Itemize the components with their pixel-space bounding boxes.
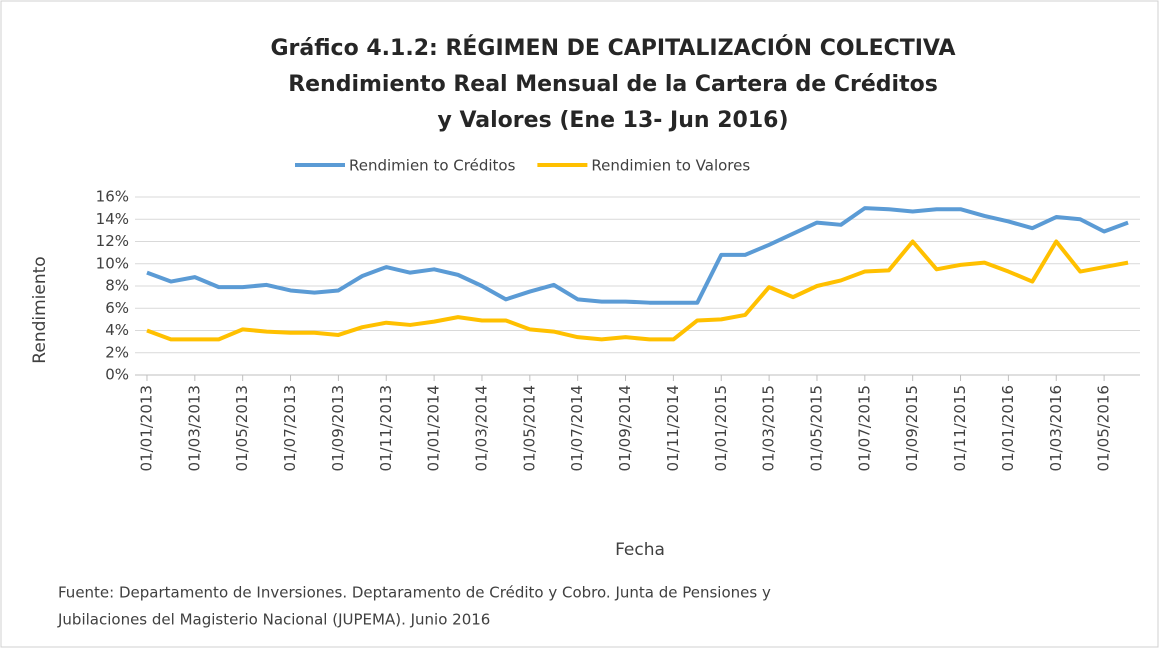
x-tick-label: 01/01/2016 bbox=[999, 385, 1017, 471]
x-tick-label: 01/01/2013 bbox=[137, 385, 155, 471]
x-tick-label: 01/01/2014 bbox=[425, 385, 443, 471]
y-axis-title: Rendimiento bbox=[30, 256, 50, 363]
x-tick-label: 01/03/2015 bbox=[760, 385, 778, 471]
chart-title: y Valores (Ene 13- Jun 2016) bbox=[437, 108, 788, 133]
x-tick-label: 01/01/2015 bbox=[712, 385, 730, 471]
data-line bbox=[146, 206, 1129, 305]
x-tick-label: 01/03/2013 bbox=[185, 385, 203, 471]
y-tick-label: 0% bbox=[105, 366, 129, 384]
x-tick-label: 01/11/2013 bbox=[377, 385, 395, 471]
x-tick-label: 01/11/2015 bbox=[951, 385, 969, 471]
y-tick-label: 8% bbox=[105, 277, 129, 295]
chart-title: Rendimiento Real Mensual de la Cartera d… bbox=[288, 72, 938, 97]
y-tick-label: 14% bbox=[96, 210, 129, 228]
x-tick-label: 01/05/2013 bbox=[233, 385, 251, 471]
legend-label: Rendimien to Valores bbox=[591, 157, 750, 175]
y-tick-label: 2% bbox=[105, 343, 129, 361]
source-note: Fuente: Departamento de Inversiones. Dep… bbox=[58, 584, 771, 602]
y-tick-label: 12% bbox=[96, 232, 129, 250]
x-tick-label: 01/03/2014 bbox=[472, 385, 490, 471]
chart-title: Gráfico 4.1.2: RÉGIMEN DE CAPITALIZACIÓN… bbox=[270, 35, 955, 61]
y-tick-label: 10% bbox=[96, 254, 129, 272]
y-tick-label: 4% bbox=[105, 321, 129, 339]
y-tick-label: 16% bbox=[96, 188, 129, 206]
x-tick-label: 01/09/2013 bbox=[329, 385, 347, 471]
data-line bbox=[146, 239, 1129, 342]
x-tick-label: 01/09/2015 bbox=[903, 385, 921, 471]
x-tick-label: 01/05/2014 bbox=[520, 385, 538, 471]
legend-label: Rendimien to Créditos bbox=[349, 157, 516, 175]
y-tick-label: 6% bbox=[105, 299, 129, 317]
source-note: Jubilaciones del Magisterio Nacional (JU… bbox=[57, 611, 490, 629]
x-tick-label: 01/09/2014 bbox=[616, 385, 634, 471]
x-axis-title: Fecha bbox=[615, 540, 665, 560]
x-tick-label: 01/05/2016 bbox=[1095, 385, 1113, 471]
x-tick-label: 01/07/2015 bbox=[855, 385, 873, 471]
x-tick-label: 01/05/2015 bbox=[807, 385, 825, 471]
x-tick-label: 01/11/2014 bbox=[664, 385, 682, 471]
x-tick-label: 01/03/2016 bbox=[1047, 385, 1065, 471]
x-tick-label: 01/07/2013 bbox=[281, 385, 299, 471]
x-tick-label: 01/07/2014 bbox=[568, 385, 586, 471]
